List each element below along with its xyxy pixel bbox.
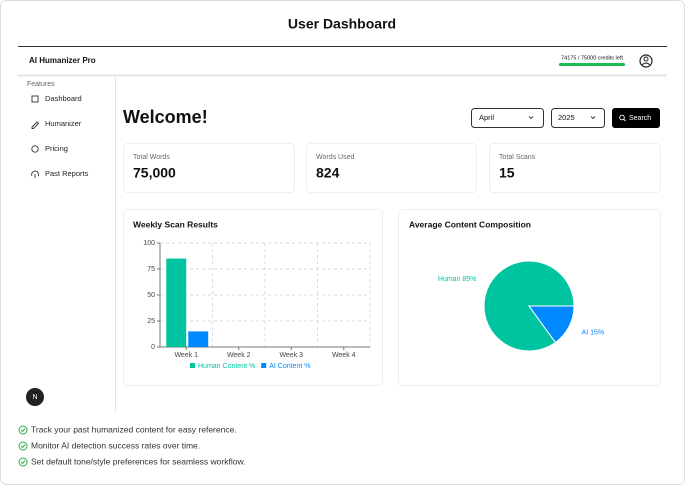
pie-label: Human 85% — [438, 276, 477, 283]
year-value: 2025 — [558, 113, 575, 122]
sidebar-item[interactable]: Humanizer — [45, 119, 82, 128]
legend-label: Human Content % — [198, 363, 255, 370]
credits-text: 74175 / 75000 credits left — [561, 55, 623, 61]
feature-item: Monitor AI detection success rates over … — [31, 440, 200, 450]
badge[interactable] — [26, 388, 44, 406]
year-select[interactable] — [551, 108, 605, 128]
page-title: User Dashboard — [288, 16, 396, 32]
check-icon — [20, 460, 26, 465]
search-label: Search — [629, 115, 651, 122]
profile-head — [643, 56, 649, 62]
y-tick-label: 50 — [147, 292, 155, 299]
chevron — [590, 116, 596, 120]
sidebar-item[interactable]: Pricing — [45, 144, 68, 153]
pie-slice — [528, 305, 575, 344]
check-icon — [20, 428, 26, 433]
x-tick-label: Week 3 — [279, 352, 303, 359]
icon-dashboard — [31, 95, 39, 103]
icon-humanizer — [31, 121, 40, 129]
check-icon — [18, 457, 28, 467]
stat-card — [306, 143, 477, 193]
x-tick-label: Week 4 — [332, 352, 356, 359]
stat-value: 75,000 — [133, 165, 176, 181]
sidebar-item[interactable]: Dashboard — [45, 94, 82, 103]
chart-title: Weekly Scan Results — [133, 219, 218, 229]
stat-card — [123, 143, 295, 193]
search-button[interactable] — [612, 108, 660, 128]
check-icon — [20, 444, 26, 449]
stat-value: 15 — [499, 165, 515, 181]
profile-circle — [639, 54, 653, 68]
y-tick-label: 100 — [143, 240, 155, 247]
feature-item: Set default tone/style preferences for s… — [31, 456, 246, 466]
month-select[interactable] — [471, 108, 544, 128]
icon-pricing — [31, 145, 39, 153]
y-tick-label: 75 — [147, 266, 155, 273]
stat-label: Total Words — [133, 154, 170, 161]
y-tick-label: 0 — [151, 344, 155, 351]
profile-body — [641, 62, 651, 66]
x-tick-label: Week 2 — [227, 352, 251, 359]
chart-card — [123, 209, 383, 386]
month-value: April — [479, 113, 494, 122]
bar — [166, 258, 187, 347]
welcome: Welcome! — [123, 107, 208, 127]
check-icon — [18, 441, 28, 451]
sidebar-section: Features — [27, 81, 55, 88]
sidebar-item[interactable]: Past Reports — [45, 169, 89, 178]
badge-text: N — [32, 394, 37, 401]
chevron — [528, 116, 534, 120]
feature-item: Track your past humanized content for ea… — [31, 424, 237, 434]
search-icon — [623, 118, 626, 122]
y-tick-label: 25 — [147, 318, 155, 325]
stat-label: Words Used — [316, 154, 354, 161]
legend-label: AI Content % — [269, 363, 310, 370]
search-icon — [619, 114, 625, 121]
stat-label: Total Scans — [499, 154, 536, 161]
legend-swatch — [261, 363, 267, 368]
app-name: AI Humanizer Pro — [29, 56, 96, 65]
icon-reports — [31, 170, 40, 178]
credits-bar — [559, 63, 625, 66]
stat-value: 824 — [316, 165, 340, 181]
chart-title: Average Content Composition — [409, 219, 531, 229]
profile-icon[interactable] — [639, 54, 653, 68]
legend-swatch — [190, 363, 195, 368]
x-tick-label: Week 1 — [174, 352, 198, 359]
stat-card — [489, 143, 661, 193]
check-icon — [18, 425, 28, 435]
bar — [188, 331, 209, 347]
feature-checks — [18, 425, 28, 467]
pie-label: AI 15% — [582, 330, 605, 337]
sidebar-icons — [31, 95, 40, 178]
